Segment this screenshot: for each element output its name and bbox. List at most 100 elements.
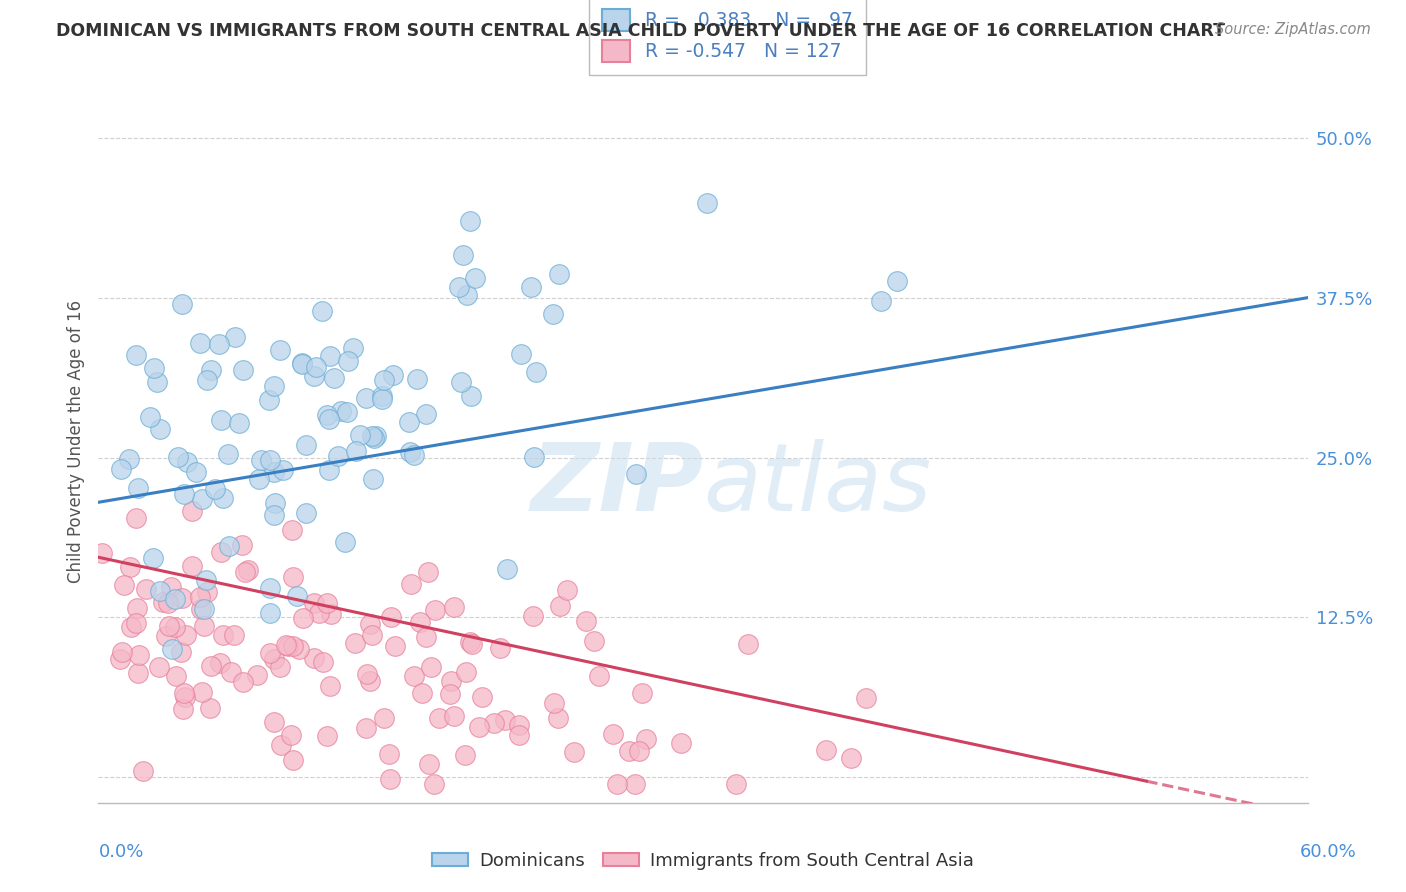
Point [415, 630, 437, 644]
Point [173, 686, 195, 700]
Point [458, 634, 481, 648]
Point [264, 495, 287, 509]
Point [191, 685, 214, 699]
Point [308, 607, 330, 621]
Point [416, 565, 439, 579]
Point [120, 560, 142, 574]
Point [342, 341, 364, 355]
Point [328, 449, 350, 463]
Point [172, 297, 194, 311]
Point [453, 748, 475, 763]
Point [217, 447, 239, 461]
Point [468, 720, 491, 734]
Point [336, 353, 359, 368]
Point [319, 349, 342, 363]
Point [211, 491, 233, 505]
Point [191, 492, 214, 507]
Point [541, 308, 564, 322]
Point [519, 280, 541, 294]
Point [304, 360, 326, 375]
Point [195, 585, 218, 599]
Point [259, 452, 281, 467]
Point [623, 776, 645, 790]
Point [188, 590, 211, 604]
Point [219, 665, 242, 679]
Point [402, 669, 425, 683]
Point [276, 638, 298, 652]
Point [418, 756, 440, 771]
Point [209, 544, 232, 558]
Point [366, 429, 388, 443]
Point [224, 628, 246, 642]
Point [373, 711, 395, 725]
Point [356, 666, 378, 681]
Point [725, 776, 748, 790]
Point [193, 602, 215, 616]
Point [361, 429, 384, 443]
Point [316, 408, 339, 422]
Point [127, 481, 149, 495]
Point [231, 538, 253, 552]
Point [439, 687, 461, 701]
Point [737, 637, 759, 651]
Point [209, 413, 232, 427]
Point [636, 732, 658, 747]
Point [280, 523, 302, 537]
Point [839, 751, 862, 765]
Point [409, 615, 432, 630]
Point [173, 486, 195, 500]
Point [319, 680, 342, 694]
Point [344, 444, 367, 458]
Point [288, 641, 311, 656]
Point [280, 728, 302, 742]
Point [166, 450, 188, 464]
Text: atlas: atlas [703, 440, 931, 531]
Point [180, 558, 202, 573]
Point [110, 652, 132, 666]
Point [373, 373, 395, 387]
Point [399, 576, 422, 591]
Point [269, 659, 291, 673]
Point [128, 648, 150, 662]
Point [236, 563, 259, 577]
Point [162, 642, 184, 657]
Point [371, 389, 394, 403]
Point [360, 628, 382, 642]
Point [321, 607, 343, 622]
Point [627, 744, 650, 758]
Point [120, 620, 142, 634]
Point [304, 596, 326, 610]
Text: 0.0%: 0.0% [98, 843, 143, 861]
Point [588, 669, 610, 683]
Point [247, 472, 270, 486]
Point [471, 690, 494, 705]
Point [422, 776, 444, 790]
Point [232, 363, 254, 377]
Point [295, 437, 318, 451]
Point [218, 540, 240, 554]
Point [156, 596, 179, 610]
Point [139, 409, 162, 424]
Point [269, 343, 291, 358]
Legend: Dominicans, Immigrants from South Central Asia: Dominicans, Immigrants from South Centra… [425, 845, 981, 877]
Point [283, 753, 305, 767]
Point [188, 336, 211, 351]
Point [624, 467, 647, 482]
Point [333, 534, 356, 549]
Text: Source: ZipAtlas.com: Source: ZipAtlas.com [1215, 22, 1371, 37]
Point [142, 550, 165, 565]
Point [165, 669, 187, 683]
Point [671, 736, 693, 750]
Point [371, 392, 394, 406]
Point [228, 417, 250, 431]
Point [363, 431, 385, 445]
Point [114, 577, 136, 591]
Point [453, 248, 475, 262]
Point [259, 646, 281, 660]
Point [172, 591, 194, 605]
Point [145, 375, 167, 389]
Point [160, 580, 183, 594]
Point [411, 686, 433, 700]
Point [524, 365, 547, 379]
Point [190, 602, 212, 616]
